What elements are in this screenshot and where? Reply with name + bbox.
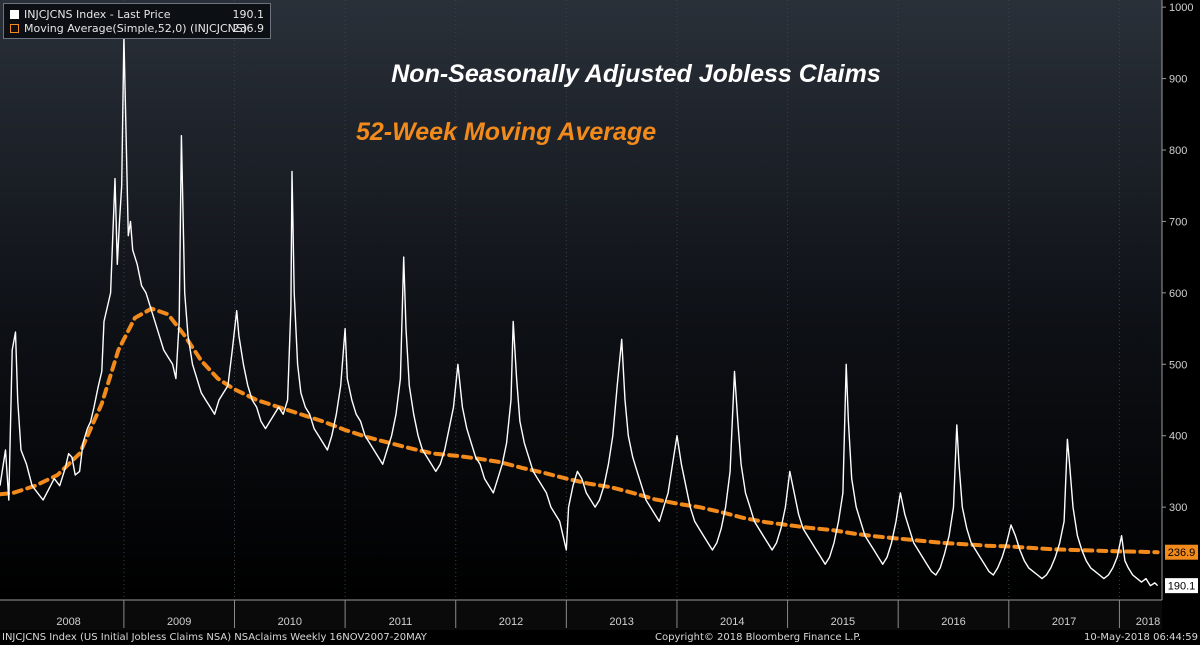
right-axis-background bbox=[1162, 0, 1200, 630]
x-tick-label: 2008 bbox=[56, 616, 80, 628]
legend-item-moving-average: Moving Average(Simple,52,0) (INJCJCNS) 2… bbox=[10, 22, 264, 36]
legend-item-claims: INJCJCNS Index - Last Price 190.1 bbox=[10, 8, 264, 22]
footer-timestamp: 10-May-2018 06:44:59 bbox=[1084, 632, 1198, 643]
legend-item-label: INJCJCNS Index - Last Price bbox=[24, 8, 171, 21]
y-tick-label: 800 bbox=[1169, 145, 1187, 157]
bottom-axis-background bbox=[0, 600, 1162, 630]
vertical-gridlines bbox=[123, 0, 1120, 600]
y-tick-label: 900 bbox=[1169, 74, 1187, 86]
y-axis-ticks: 300 400 500 600 700 800 900 1000 bbox=[1162, 2, 1193, 514]
footer: INJCJCNS Index (US Initial Jobless Claim… bbox=[0, 630, 1200, 645]
plot-background bbox=[0, 0, 1162, 600]
moving-average-line bbox=[0, 306, 1160, 555]
y-tick-label: 700 bbox=[1169, 216, 1187, 228]
claims-line bbox=[0, 35, 1159, 587]
legend-item-value: 190.1 bbox=[232, 8, 265, 21]
claims-series bbox=[0, 35, 1159, 587]
legend-item-value: 236.9 bbox=[232, 22, 265, 35]
x-tick-label: 2011 bbox=[389, 616, 413, 628]
legend-item-label: Moving Average(Simple,52,0) (INJCJCNS) bbox=[24, 22, 248, 35]
x-tick-label: 2009 bbox=[167, 616, 191, 628]
claims-last-value: 190.1 bbox=[1168, 581, 1196, 593]
x-tick-label: 2014 bbox=[720, 616, 744, 628]
chart-title: Non-Seasonally Adjusted Jobless Claims bbox=[391, 60, 881, 88]
x-tick-label: 2013 bbox=[609, 616, 633, 628]
moving-average-last-value-tag: 236.9 bbox=[1165, 544, 1198, 560]
footer-source: INJCJCNS Index (US Initial Jobless Claim… bbox=[2, 632, 427, 643]
x-tick-label: 2016 bbox=[941, 616, 965, 628]
y-tick-label: 500 bbox=[1169, 359, 1187, 371]
x-tick-label: 2018 bbox=[1136, 616, 1160, 628]
x-tick-label: 2010 bbox=[278, 616, 302, 628]
footer-copyright: Copyright© 2018 Bloomberg Finance L.P. bbox=[655, 632, 862, 643]
x-tick-label: 2012 bbox=[499, 616, 523, 628]
x-tick-label: 2015 bbox=[831, 616, 855, 628]
legend: INJCJCNS Index - Last Price 190.1 Moving… bbox=[3, 3, 271, 39]
y-tick-label: 600 bbox=[1169, 288, 1187, 300]
y-tick-label: 300 bbox=[1169, 502, 1187, 514]
claims-last-value-tag: 190.1 bbox=[1165, 578, 1198, 594]
moving-average-last-value: 236.9 bbox=[1168, 547, 1196, 559]
y-tick-label: 1000 bbox=[1169, 2, 1193, 14]
chart-subtitle: 52-Week Moving Average bbox=[356, 118, 656, 146]
moving-average-series bbox=[0, 306, 1160, 555]
y-tick-label: 400 bbox=[1169, 431, 1187, 443]
moving-average-swatch-icon bbox=[10, 24, 19, 33]
claims-swatch-icon bbox=[10, 10, 19, 19]
x-axis-ticks: 2008 2009 2010 2011 2012 2013 2014 2015 2016 2017… bbox=[56, 600, 1160, 628]
x-tick-label: 2017 bbox=[1052, 616, 1076, 628]
